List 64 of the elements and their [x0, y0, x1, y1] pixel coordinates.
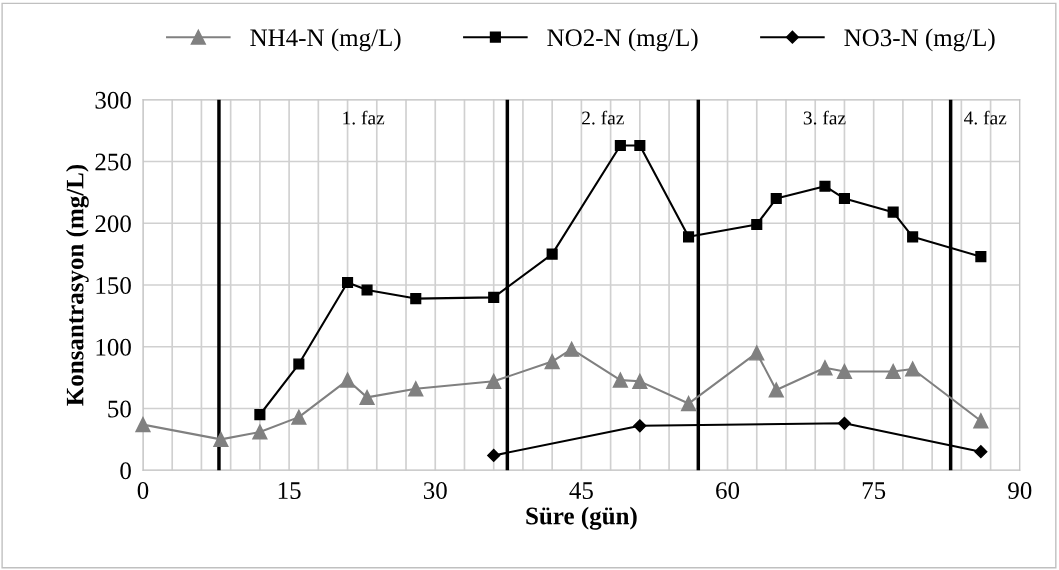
annotation: 1. faz: [343, 110, 385, 125]
y-tick-label: 0: [120, 462, 131, 480]
legend-label: NO3-N (mg/L): [844, 28, 995, 52]
point: [486, 373, 502, 389]
point: [907, 231, 919, 243]
point: [768, 382, 784, 398]
point: [974, 445, 988, 459]
point: [614, 139, 626, 152]
y-tick-label: 300: [95, 91, 131, 109]
y-tick-label: 150: [96, 277, 131, 294]
y-tick-label: 250: [95, 153, 131, 171]
point: [487, 448, 501, 463]
point: [633, 419, 647, 433]
point: [887, 206, 899, 218]
y-tick-label: 100: [96, 338, 131, 356]
point: [751, 218, 763, 231]
point: [905, 361, 921, 377]
point: [973, 413, 989, 429]
point: [410, 293, 422, 305]
annotation: 2. faz: [582, 110, 624, 125]
x-tick-label: 60: [716, 482, 740, 499]
point: [408, 381, 424, 397]
point: [836, 363, 853, 380]
point: [213, 431, 229, 448]
point: [975, 251, 987, 263]
x-tick-label: 15: [278, 482, 301, 499]
point: [339, 372, 356, 388]
x-tick-label: 75: [862, 482, 886, 499]
point: [837, 416, 852, 430]
point: [632, 373, 648, 389]
annotation: 4. faz: [964, 110, 1007, 125]
point: [885, 363, 901, 380]
x-axis-title: Süre (gün): [526, 506, 637, 530]
point: [359, 389, 375, 406]
point: [293, 358, 305, 370]
y-tick-label: 50: [108, 400, 131, 418]
point: [634, 139, 646, 152]
point: [749, 345, 765, 361]
x-tick-label: 0: [137, 482, 149, 499]
annotation: 3. faz: [803, 110, 846, 125]
point: [770, 192, 782, 205]
point: [680, 395, 697, 412]
point: [135, 416, 151, 433]
point: [564, 341, 580, 357]
point: [838, 192, 851, 205]
point: [817, 360, 833, 376]
legend-label: NH4-N (mg/L): [250, 28, 401, 52]
point: [342, 276, 354, 289]
y-axis-title: Konsantrasyon (mg/L): [65, 164, 89, 406]
point: [254, 409, 266, 421]
point: [819, 180, 831, 192]
y-tick-label: 200: [95, 215, 131, 233]
point: [546, 248, 558, 260]
point: [252, 424, 268, 440]
point: [291, 409, 307, 425]
legend-label: NO2-N (mg/L): [547, 28, 698, 52]
point: [612, 372, 629, 388]
point: [683, 231, 695, 243]
x-tick-label: 30: [423, 482, 447, 499]
x-tick-label: 45: [569, 482, 593, 499]
point: [544, 353, 560, 370]
point: [488, 291, 500, 303]
x-tick-label: 90: [1008, 482, 1032, 499]
point: [361, 284, 373, 296]
